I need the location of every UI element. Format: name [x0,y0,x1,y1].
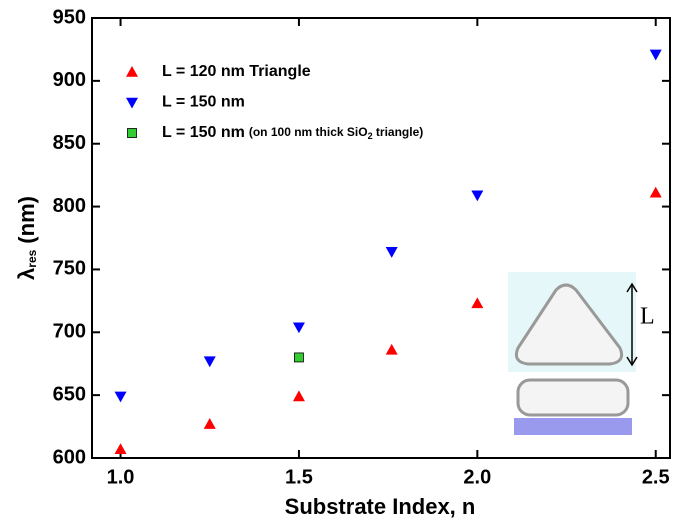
data-point [203,356,216,368]
x-tick-label: 1.0 [107,466,135,488]
y-label-subscript: res [25,249,39,267]
legend-note: (on 100 nm thick SiO [249,125,368,139]
legend-label: L = 150 nm (on 100 nm thick SiO2 triangle… [162,124,423,141]
plot-frame [91,17,671,459]
y-tick-label: 900 [53,69,86,91]
inset-label: L [640,304,655,330]
x-tick-label: 2.0 [463,466,491,488]
data-point [471,190,484,202]
y-tick-label: 600 [53,446,86,468]
x-axis-label: Substrate Index, n [285,494,476,519]
data-point [649,49,662,61]
y-tick-label: 700 [53,321,86,343]
inset-substrate [514,418,632,435]
y-axis-label-group: λres (nm) [14,196,39,280]
legend-note: triangle) [373,125,424,139]
legend-label: L = 120 nm Triangle [162,63,311,80]
data-point [114,391,127,403]
legend-name: L = 120 nm Triangle [162,63,311,80]
legend-name: L = 150 nm [162,94,245,111]
y-tick-label: 800 [53,195,86,217]
data-point [292,390,305,402]
legend-marker [127,128,137,138]
data-point [385,247,398,258]
data-point [385,343,398,355]
data-point [471,297,484,309]
data-point [292,322,305,334]
data-point [203,418,216,429]
inset-diagram: L [508,272,655,435]
legend-name: L = 150 nm [162,124,245,141]
data-point [294,352,304,363]
legend-marker [126,97,138,109]
data-point [114,443,127,454]
legend-note-subscript: 2 [368,131,373,141]
y-tick-label: 650 [53,383,86,405]
legend-marker [126,66,138,77]
inset-arrowheads [626,282,638,367]
y-label-unit: (nm) [14,196,39,244]
y-axis-label: λres (nm) [14,196,39,280]
legend-label: L = 150 nm [162,94,245,111]
inset-slab [516,378,630,417]
x-tick-label: 1.5 [285,466,313,488]
data-point [649,186,662,198]
y-tick-label: 950 [53,6,86,28]
y-tick-label: 850 [53,132,86,154]
y-label-symbol: λ [14,268,39,280]
inset-triangle [514,283,624,366]
y-tick-label: 750 [53,258,86,280]
x-tick-label: 2.5 [642,466,670,488]
